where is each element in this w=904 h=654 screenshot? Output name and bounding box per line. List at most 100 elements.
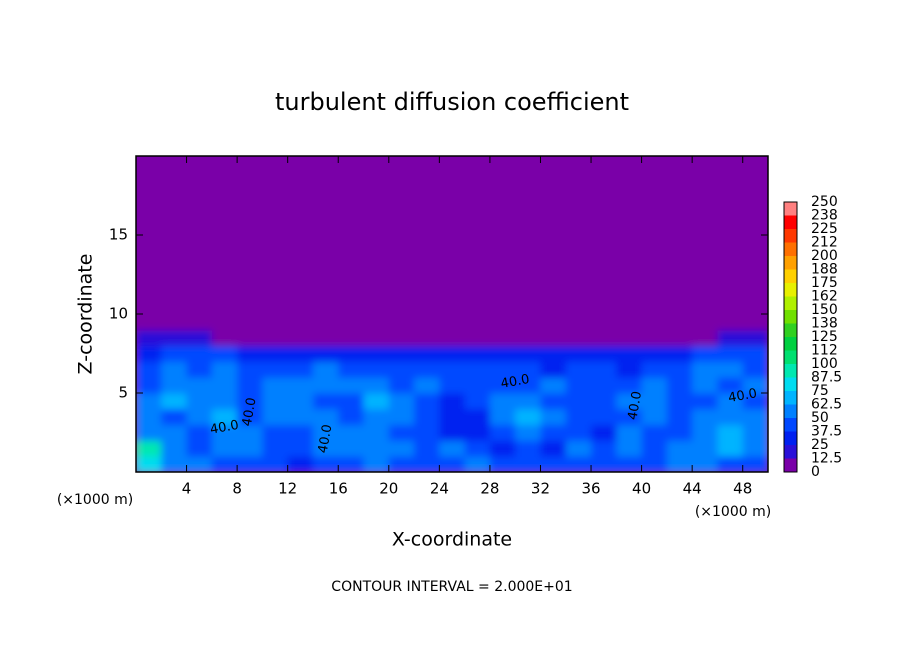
cell <box>363 393 390 410</box>
cell <box>237 440 263 457</box>
cell <box>464 424 491 441</box>
cell <box>136 314 162 331</box>
cell <box>742 314 768 331</box>
cell <box>439 361 466 378</box>
cell <box>262 345 289 362</box>
cell <box>742 361 768 378</box>
cell <box>363 456 390 472</box>
cell <box>692 377 718 394</box>
cell <box>489 393 516 410</box>
cell <box>641 424 668 441</box>
cell <box>136 424 162 441</box>
cell <box>186 377 213 394</box>
cell <box>211 361 238 378</box>
cell <box>489 345 516 362</box>
colorbar-label: 75 <box>811 383 829 399</box>
cell <box>616 314 643 331</box>
y-unit: (×1000 m) <box>57 492 133 508</box>
overlay: 40.040.0 40.040.040.0 40.04 8 12 16 20 24 28 32 36… <box>109 155 842 498</box>
cell <box>565 424 592 441</box>
y-tick-label: 15 <box>109 226 128 244</box>
colorbar-label: 188 <box>811 262 838 278</box>
cell <box>692 329 718 347</box>
cell <box>742 345 768 362</box>
cell <box>287 440 314 457</box>
cell <box>464 329 491 347</box>
cells <box>136 156 768 472</box>
contour-label: 40.0 <box>727 386 758 406</box>
cell <box>136 345 162 362</box>
cell <box>287 456 314 472</box>
cell <box>439 393 466 410</box>
cell <box>591 393 617 410</box>
cell <box>540 456 567 472</box>
colorbar-label: 238 <box>811 208 838 224</box>
cell <box>287 393 314 410</box>
y-tick-label: 5 <box>118 384 128 402</box>
cell <box>464 361 491 378</box>
cell <box>414 329 440 347</box>
cell <box>338 345 365 362</box>
cell <box>616 456 643 472</box>
cell <box>515 377 541 394</box>
cell <box>616 408 643 426</box>
colorbar-label: 225 <box>811 221 838 237</box>
cell <box>161 456 188 472</box>
cell <box>262 361 289 378</box>
cell <box>464 393 491 410</box>
cell <box>237 361 263 378</box>
cell <box>540 314 567 331</box>
contour-label: 40.0 <box>500 372 531 392</box>
contour-label: 40.0 <box>240 396 260 427</box>
cell <box>439 314 466 331</box>
cell <box>515 424 541 441</box>
cell <box>312 456 339 472</box>
cell <box>565 408 592 426</box>
cell <box>414 424 440 441</box>
cell <box>237 377 263 394</box>
contour-label: 40.0 <box>316 423 336 454</box>
x-tick-label: 16 <box>329 480 348 498</box>
cell <box>515 329 541 347</box>
cell <box>540 393 567 410</box>
field <box>136 156 768 472</box>
cell <box>489 314 516 331</box>
colorbar-segment <box>784 283 797 297</box>
cell <box>211 408 238 426</box>
cell <box>464 408 491 426</box>
cell <box>591 377 617 394</box>
cell <box>565 329 592 347</box>
cell <box>540 377 567 394</box>
cell <box>439 377 466 394</box>
cell <box>363 440 390 457</box>
colorbar-segment <box>784 350 797 364</box>
colorbar-label: 162 <box>811 289 838 305</box>
cell <box>312 361 339 378</box>
cell <box>692 424 718 441</box>
cell <box>237 345 263 362</box>
cell <box>439 408 466 426</box>
cell <box>692 393 718 410</box>
cell <box>161 377 188 394</box>
cell <box>161 329 188 347</box>
cell <box>666 408 693 426</box>
cell <box>414 314 440 331</box>
cell <box>136 440 162 457</box>
colorbar-segment <box>784 431 797 445</box>
cell <box>338 361 365 378</box>
cell <box>515 408 541 426</box>
colorbar-segment <box>784 377 797 391</box>
cell <box>237 408 263 426</box>
cell <box>641 408 668 426</box>
cell <box>161 361 188 378</box>
cell <box>616 424 643 441</box>
colorbar-label: 0 <box>811 464 820 480</box>
cell <box>312 393 339 410</box>
cell <box>540 440 567 457</box>
cell <box>692 440 718 457</box>
cell <box>439 456 466 472</box>
cell <box>565 361 592 378</box>
cell <box>540 424 567 441</box>
cell <box>464 345 491 362</box>
cell <box>515 456 541 472</box>
